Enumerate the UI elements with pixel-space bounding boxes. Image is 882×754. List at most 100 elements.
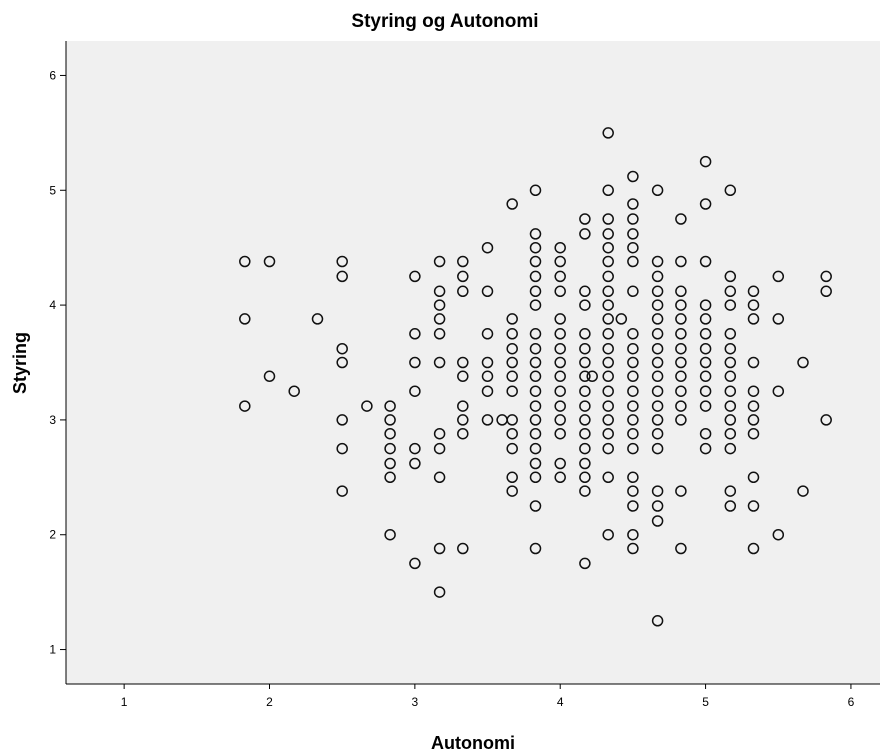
- y-tick-label: 6: [49, 68, 56, 82]
- scatter-point: [457, 270, 469, 283]
- scatter-point: [724, 414, 737, 426]
- scatter-point: [579, 557, 591, 570]
- scatter-point: [529, 328, 542, 340]
- scatter-point: [627, 170, 639, 183]
- scatter-point: [651, 615, 664, 627]
- scatter-point: [554, 285, 566, 298]
- scatter-point: [627, 198, 639, 210]
- scatter-point: [651, 342, 664, 355]
- scatter-point: [554, 471, 566, 484]
- scatter-point: [675, 485, 687, 497]
- scatter-point: [529, 241, 542, 254]
- scatter-point: [361, 400, 373, 412]
- scatter-point: [747, 356, 760, 369]
- scatter-point: [602, 442, 614, 455]
- scatter-point: [724, 285, 737, 298]
- scatter-point: [457, 414, 469, 426]
- scatter-point: [529, 228, 542, 240]
- scatter-point: [747, 500, 760, 512]
- scatter-point: [724, 485, 737, 497]
- scatter-point: [651, 400, 664, 412]
- scatter-point: [627, 328, 639, 340]
- scatter-point: [336, 442, 348, 455]
- scatter-point: [747, 471, 760, 484]
- scatter-point: [579, 457, 591, 470]
- scatter-point: [586, 370, 598, 383]
- scatter-point: [675, 299, 687, 311]
- scatter-point: [602, 471, 614, 484]
- scatter-point: [554, 342, 566, 355]
- scatter-point: [409, 356, 421, 369]
- scatter-point: [627, 542, 639, 555]
- scatter-point: [457, 542, 469, 555]
- scatter-point: [602, 184, 614, 197]
- scatter-point: [651, 184, 664, 197]
- x-tick-label: 5: [702, 695, 709, 709]
- scatter-point: [627, 370, 639, 383]
- scatter-point: [529, 542, 542, 555]
- scatter-point: [433, 471, 446, 484]
- y-axis-label: Styring: [10, 332, 30, 394]
- scatter-point: [554, 457, 566, 470]
- scatter-point: [651, 427, 664, 440]
- scatter-point: [602, 213, 614, 225]
- scatter-point: [627, 500, 639, 512]
- scatter-point: [433, 299, 446, 311]
- scatter-point: [724, 356, 737, 369]
- scatter-point: [529, 299, 542, 311]
- scatter-point: [699, 299, 712, 311]
- scatter-point: [699, 442, 712, 455]
- scatter-point: [724, 328, 737, 340]
- scatter-point: [409, 270, 421, 283]
- scatter-point: [384, 427, 396, 440]
- scatter-point: [481, 241, 494, 254]
- scatter-point: [797, 485, 809, 497]
- scatter-point: [699, 328, 712, 340]
- scatter-point: [651, 299, 664, 311]
- scatter-point: [651, 485, 664, 497]
- scatter-point: [602, 285, 614, 298]
- scatter-point: [602, 313, 614, 325]
- scatter-point: [747, 427, 760, 440]
- scatter-point: [384, 471, 396, 484]
- scatter-point: [336, 485, 348, 497]
- scatter-point: [506, 414, 518, 426]
- scatter-point: [627, 400, 639, 412]
- scatter-point: [409, 557, 421, 570]
- scatter-point: [529, 442, 542, 455]
- scatter-point: [724, 370, 737, 383]
- scatter-point: [457, 285, 469, 298]
- scatter-point: [529, 414, 542, 426]
- scatter-point: [409, 442, 421, 455]
- x-axis-label: Autonomi: [431, 733, 515, 753]
- scatter-point: [675, 400, 687, 412]
- scatter-point: [579, 400, 591, 412]
- scatter-point: [239, 255, 251, 268]
- plot-area: [66, 41, 880, 684]
- scatter-point: [336, 255, 348, 268]
- scatter-point: [820, 270, 832, 283]
- scatter-point: [481, 285, 494, 298]
- scatter-point: [747, 299, 760, 311]
- scatter-point: [627, 255, 639, 268]
- scatter-point: [602, 328, 614, 340]
- data-points: [239, 127, 832, 627]
- scatter-point: [772, 528, 785, 541]
- y-tick-label: 4: [49, 298, 56, 312]
- scatter-point: [433, 313, 446, 325]
- scatter-point: [675, 356, 687, 369]
- scatter-point: [579, 427, 591, 440]
- scatter-point: [747, 400, 760, 412]
- scatter-point: [529, 457, 542, 470]
- y-tick-label: 5: [49, 183, 56, 197]
- scatter-point: [747, 414, 760, 426]
- scatter-point: [651, 270, 664, 283]
- scatter-point: [772, 270, 785, 283]
- scatter-point: [602, 270, 614, 283]
- scatter-point: [724, 299, 737, 311]
- scatter-point: [409, 328, 421, 340]
- scatter-point: [433, 442, 446, 455]
- scatter-point: [602, 356, 614, 369]
- scatter-point: [481, 385, 494, 397]
